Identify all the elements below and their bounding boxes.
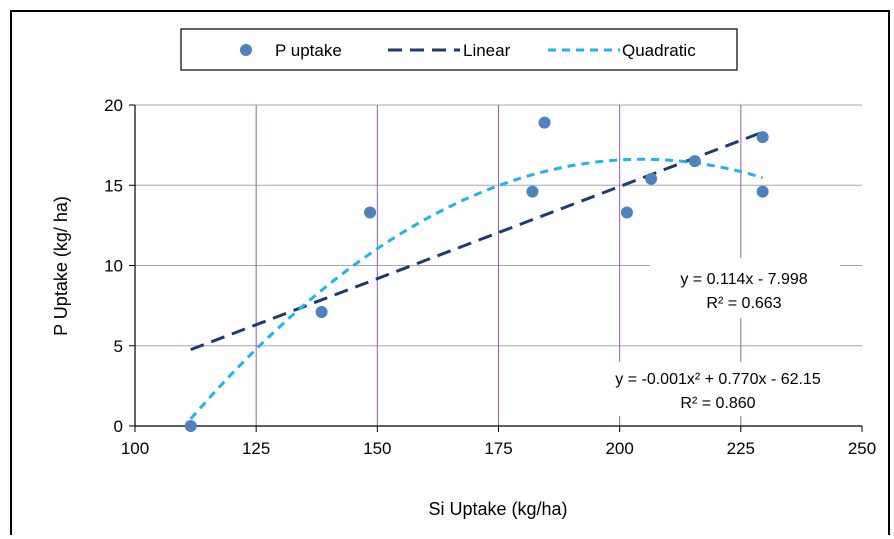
x-tick-label: 225 <box>727 439 755 458</box>
legend: P uptake Linear Quadratic <box>180 28 738 71</box>
legend-label-linear: Linear <box>463 41 511 60</box>
data-point <box>184 420 197 432</box>
legend-marker-p-uptake <box>240 44 252 56</box>
x-tick-label: 200 <box>605 439 633 458</box>
data-point <box>756 185 769 198</box>
linear-equation-label: y = 0.114x - 7.998 R² = 0.663 <box>650 258 840 318</box>
legend-label-p-uptake: P uptake <box>275 41 342 60</box>
quadratic-equation: y = -0.001x² + 0.770x - 62.15 <box>615 371 821 388</box>
y-tick-label: 5 <box>114 337 123 356</box>
x-tick-label: 100 <box>121 439 149 458</box>
data-point <box>526 185 539 198</box>
quadratic-equation-label: y = -0.001x² + 0.770x - 62.15 R² = 0.860 <box>580 362 856 416</box>
legend-label-quadratic: Quadratic <box>622 41 696 60</box>
x-axis-title: Si Uptake (kg/ha) <box>428 499 567 519</box>
y-tick-label: 15 <box>104 176 123 195</box>
quadratic-r2: R² = 0.860 <box>680 395 755 412</box>
y-tick-label: 10 <box>104 257 123 276</box>
data-point <box>688 155 701 168</box>
trendlines <box>189 130 764 420</box>
data-point <box>538 116 551 129</box>
linear-r2: R² = 0.663 <box>706 295 781 312</box>
data-points <box>184 116 769 432</box>
data-point <box>756 131 769 144</box>
linear-equation-bg <box>650 258 840 318</box>
y-tick-label: 20 <box>104 96 123 115</box>
y-axis-title: P Uptake (kg/ ha) <box>51 196 71 336</box>
linear-trendline <box>190 130 764 352</box>
x-ticks: 100 125 150 175 200 225 250 <box>121 426 876 458</box>
data-point <box>315 306 328 319</box>
linear-equation: y = 0.114x - 7.998 <box>680 271 807 288</box>
data-point <box>364 206 377 219</box>
y-ticks: 0 5 10 15 20 <box>104 96 135 436</box>
quadratic-equation-bg <box>580 362 856 416</box>
x-tick-label: 150 <box>363 439 391 458</box>
y-tick-label: 0 <box>114 417 123 436</box>
x-tick-label: 125 <box>242 439 270 458</box>
data-point <box>645 172 658 185</box>
x-tick-label: 250 <box>848 439 876 458</box>
x-tick-label: 175 <box>484 439 512 458</box>
data-point <box>620 206 633 219</box>
quadratic-trendline <box>189 157 764 420</box>
